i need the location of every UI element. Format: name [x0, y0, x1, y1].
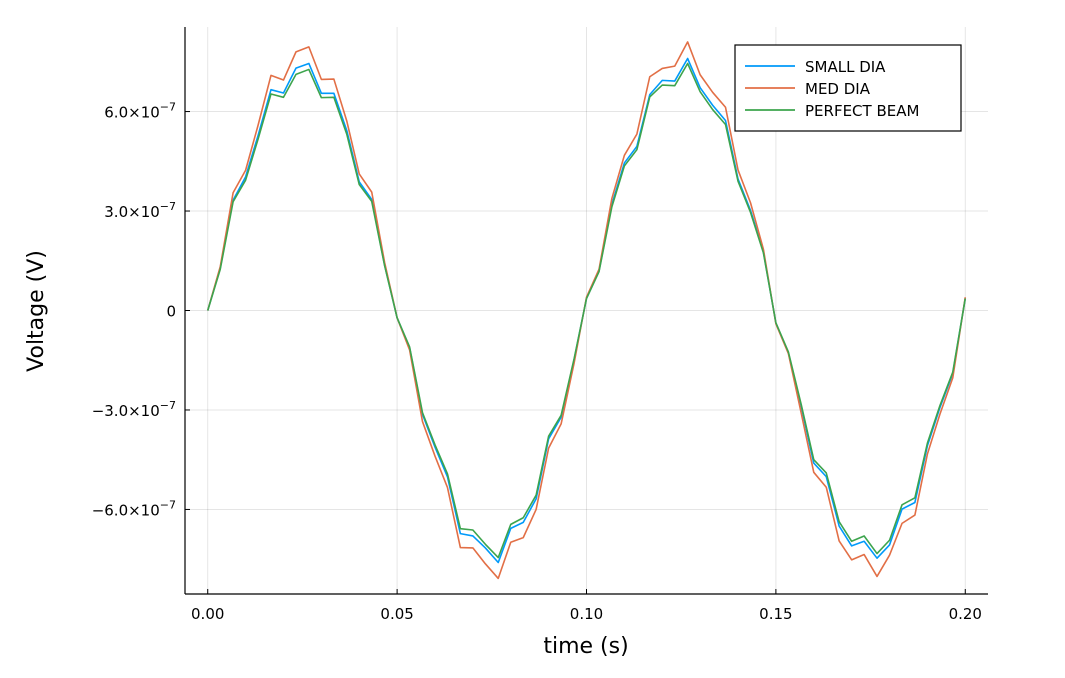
legend: SMALL DIA MED DIA PERFECT BEAM	[734, 44, 962, 132]
x-tick-label: 0.05	[380, 605, 413, 623]
x-axis-label: time (s)	[543, 634, 628, 659]
x-tick-label: 0.00	[191, 605, 224, 623]
y-axis-label: Voltage (V)	[24, 250, 49, 372]
y-tick-label: −3.0×10−7	[92, 399, 176, 420]
tick-labels: 0.00 0.05 0.10 0.15 0.20 6.0×10−7 3.0×10−7 0 −3.…	[92, 101, 982, 623]
y-tick-label: 3.0×10−7	[104, 200, 176, 221]
grid-lines	[185, 27, 988, 594]
legend-label: PERFECT BEAM	[805, 102, 919, 120]
legend-label: SMALL DIA	[805, 58, 886, 76]
x-tick-label: 0.15	[759, 605, 792, 623]
y-tick-label: 0	[166, 303, 176, 321]
y-tick-label: 6.0×10−7	[104, 101, 176, 122]
y-tick-label: −6.0×10−7	[92, 498, 176, 519]
series-lines	[206, 41, 967, 580]
x-tick-label: 0.10	[570, 605, 603, 623]
x-tick-label: 0.20	[949, 605, 982, 623]
axes	[184, 27, 988, 595]
series-line-perfect-beam	[206, 62, 967, 559]
legend-label: MED DIA	[805, 80, 871, 98]
